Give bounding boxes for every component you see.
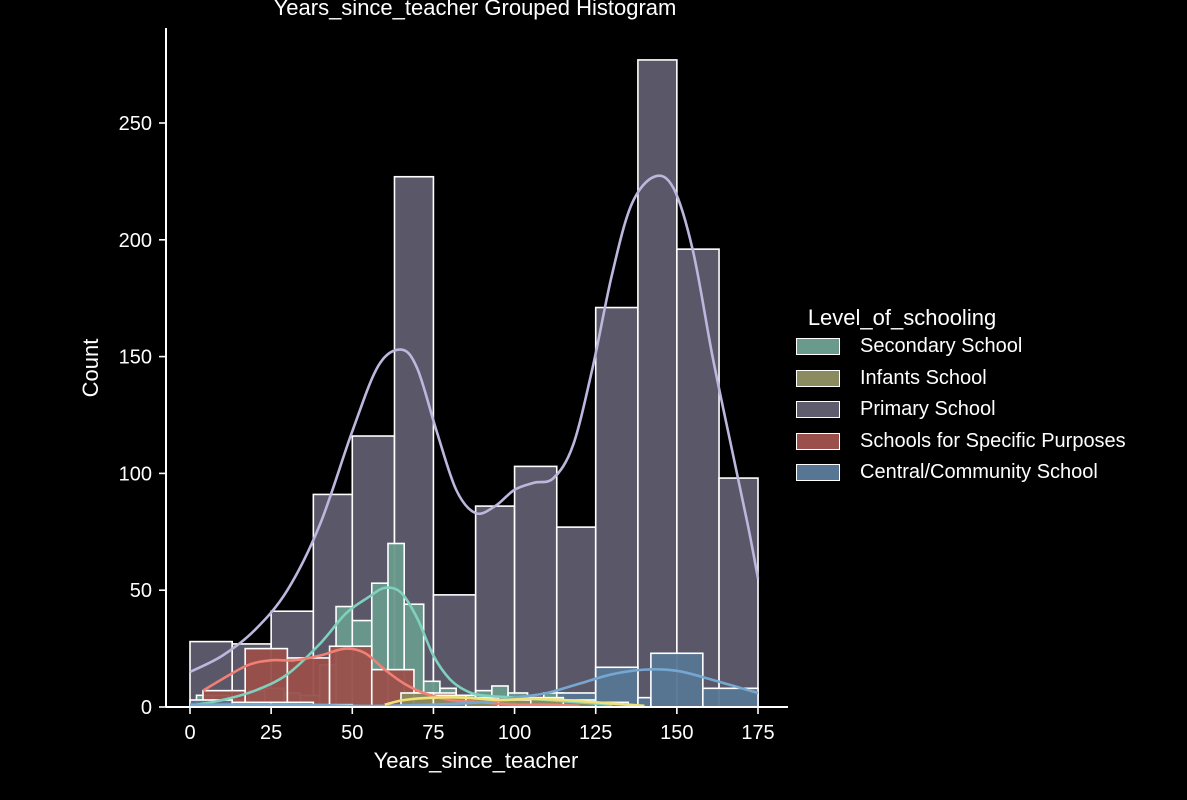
- legend-items: Secondary School Infants School Primary Sc…: [796, 331, 1176, 489]
- bar-primary-school-9: [555, 526, 597, 708]
- kde-line-primary-school: [189, 174, 760, 674]
- bar-primary-school-7: [474, 505, 516, 708]
- x-tick-label-150: 150: [660, 722, 693, 744]
- x-tick-label-125: 125: [579, 722, 612, 744]
- bar-primary-school-8: [513, 465, 558, 708]
- x-tick-label-75: 75: [422, 722, 444, 744]
- y-tick-label-250: 250: [119, 113, 152, 135]
- legend-label-infants-school: Infants School: [860, 366, 987, 389]
- x-tick-label-175: 175: [741, 722, 774, 744]
- y-tick-label-200: 200: [119, 230, 152, 252]
- legend-label-secondary-school: Secondary School: [860, 335, 1023, 358]
- y-tick-label-100: 100: [119, 463, 152, 485]
- legend-swatch-central-community-school: [796, 464, 840, 482]
- legend-swatch-schools-for-specific-purposes: [796, 432, 840, 450]
- y-axis-label: Count: [78, 339, 103, 398]
- bar-primary-school-13: [718, 477, 759, 708]
- x-tick-label-25: 25: [260, 722, 282, 744]
- y-tick-label-150: 150: [119, 347, 152, 369]
- legend-label-schools-for-specific-purposes: Schools for Specific Purposes: [860, 429, 1126, 452]
- legend-swatch-primary-school: [796, 401, 840, 419]
- kde-line-central-community-school: [189, 668, 759, 708]
- bar-central-community-school-8: [650, 652, 704, 708]
- bar-primary-school-10: [594, 306, 639, 708]
- legend-label-primary-school: Primary School: [860, 398, 996, 421]
- x-tick-label-50: 50: [341, 722, 363, 744]
- legend-swatch-infants-school: [796, 369, 840, 387]
- legend-item-secondary-school: Secondary School: [796, 331, 1176, 363]
- legend-item-schools-for-specific-purposes: Schools for Specific Purposes: [796, 426, 1176, 458]
- y-tick-label-50: 50: [130, 580, 152, 602]
- x-tick-label-100: 100: [498, 722, 531, 744]
- bar-schools-for-specific-purposes-3: [328, 645, 373, 708]
- chart-title: Years_since_teacher Grouped Histogram: [273, 0, 677, 20]
- bar-schools-for-specific-purposes-2: [286, 657, 331, 708]
- legend: Level_of_schooling Secondary School Infan…: [796, 305, 1176, 489]
- kde-line-schools-for-specific-purposes: [202, 647, 580, 708]
- y-tick-label-0: 0: [141, 697, 152, 719]
- legend-swatch-secondary-school: [796, 338, 840, 356]
- bar-primary-school-11: [637, 59, 678, 708]
- legend-label-central-community-school: Central/Community School: [860, 461, 1098, 484]
- x-axis-label: Years_since_teacher: [374, 748, 579, 773]
- legend-item-central-community-school: Central/Community School: [796, 457, 1176, 489]
- legend-item-primary-school: Primary School: [796, 394, 1176, 426]
- legend-item-infants-school: Infants School: [796, 363, 1176, 395]
- bar-primary-school-12: [676, 248, 720, 708]
- kde-line-infants-school: [384, 696, 645, 708]
- x-tick-label-0: 0: [184, 722, 195, 744]
- legend-title: Level_of_schooling: [807, 305, 997, 330]
